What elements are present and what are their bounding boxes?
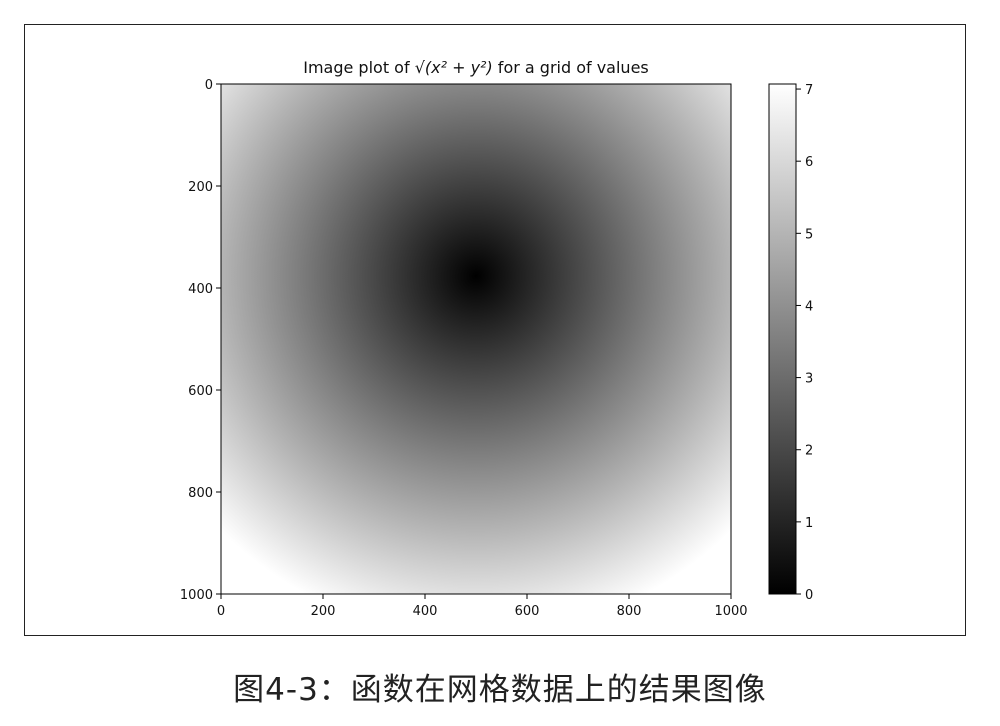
heatmap-figure: Image plot of √(x² + y²) for a grid of v… bbox=[180, 58, 813, 619]
colorbar-tick-label: 7 bbox=[805, 83, 813, 98]
y-axis: 0 200 400 600 800 1000 bbox=[180, 78, 221, 603]
colorbar-tick-label: 3 bbox=[805, 372, 813, 387]
figure-frame: Image plot of √(x² + y²) for a grid of v… bbox=[24, 24, 966, 636]
figure-caption: 图4-3：函数在网格数据上的结果图像 bbox=[233, 672, 767, 708]
x-tick-label: 0 bbox=[217, 604, 225, 619]
y-tick-label: 600 bbox=[188, 384, 213, 399]
y-tick-label: 1000 bbox=[180, 588, 213, 603]
y-tick-label: 0 bbox=[205, 78, 213, 93]
colorbar-ticks: 0 1 2 3 4 5 6 7 bbox=[796, 83, 813, 603]
x-tick-label: 200 bbox=[311, 604, 336, 619]
plot-border bbox=[220, 83, 732, 595]
colorbar: 0 1 2 3 4 5 6 7 bbox=[768, 83, 813, 603]
colorbar-gradient bbox=[769, 84, 796, 594]
colorbar-tick-label: 0 bbox=[805, 588, 813, 603]
x-tick-label: 600 bbox=[515, 604, 540, 619]
colorbar-border bbox=[768, 83, 797, 595]
x-tick-label: 800 bbox=[617, 604, 642, 619]
chart-title: Image plot of √(x² + y²) for a grid of v… bbox=[303, 58, 649, 77]
colorbar-tick-label: 6 bbox=[805, 155, 813, 170]
colorbar-tick-label: 5 bbox=[805, 227, 813, 242]
x-tick-label: 1000 bbox=[714, 604, 747, 619]
y-tick-label: 200 bbox=[188, 180, 213, 195]
x-tick-label: 400 bbox=[413, 604, 438, 619]
colorbar-tick-label: 1 bbox=[805, 516, 813, 531]
plot-area bbox=[220, 83, 732, 595]
y-tick-label: 400 bbox=[188, 282, 213, 297]
x-axis: 0 200 400 600 800 1000 bbox=[217, 594, 748, 619]
colorbar-tick-label: 2 bbox=[805, 444, 813, 459]
heatmap-image bbox=[221, 84, 731, 594]
y-tick-label: 800 bbox=[188, 486, 213, 501]
colorbar-tick-label: 4 bbox=[805, 299, 813, 314]
